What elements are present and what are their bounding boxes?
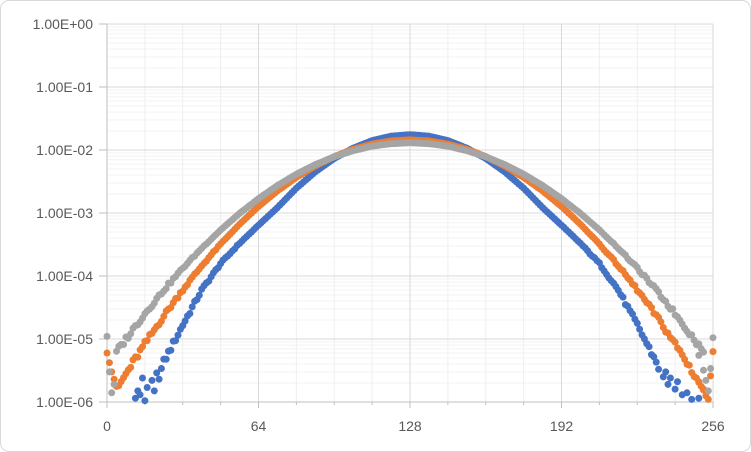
series-3-gray-point — [127, 330, 135, 338]
series-1-blue-point — [662, 368, 670, 376]
series-2-orange-point — [110, 375, 118, 383]
series-1-blue-point — [645, 343, 653, 351]
series-2-orange-point — [105, 359, 113, 367]
series-1-blue-point — [157, 365, 165, 372]
series-2-orange-point — [174, 294, 182, 302]
series-3-gray-point — [709, 334, 717, 342]
series-1-blue-point — [688, 395, 696, 403]
series-1-blue-point — [655, 365, 663, 373]
series-1-blue-point — [148, 376, 156, 384]
series-1-blue-point — [671, 385, 679, 393]
x-tick-label: 64 — [251, 418, 267, 434]
series-1-blue-point — [143, 384, 151, 391]
y-tick-label: 1.00E-01 — [36, 79, 93, 95]
y-axis-ticks — [99, 23, 107, 403]
series-2-orange-point — [657, 318, 665, 326]
y-tick-label: 1.00E+00 — [33, 16, 94, 32]
series-1-blue-point — [633, 319, 641, 327]
series-1-blue-point — [683, 389, 691, 397]
series-3-gray-point — [695, 351, 703, 359]
series-3-gray-point — [702, 376, 710, 384]
x-axis-labels: 0 64 128 192 256 — [103, 418, 725, 434]
series-3-gray-point — [105, 368, 113, 376]
series-2-orange-point — [143, 337, 151, 345]
y-tick-label: 1.00E-02 — [36, 142, 93, 158]
series-1-blue-point — [619, 293, 627, 301]
x-tick-label: 192 — [550, 418, 574, 434]
series-1-blue-point — [150, 387, 158, 395]
series-series-1-blue — [131, 131, 703, 405]
series-1-blue-point — [162, 355, 170, 363]
series-3-gray-point — [655, 288, 663, 296]
series-2-orange-point — [685, 361, 693, 369]
series-series-3-gray — [103, 139, 717, 397]
series-1-blue-point — [167, 346, 175, 354]
series-1-blue-point — [139, 374, 146, 382]
series-1-blue-point — [141, 397, 149, 405]
x-axis-ticks — [106, 402, 714, 408]
series-1-blue-point — [195, 291, 203, 299]
series-3-gray-point — [103, 332, 111, 340]
series-1-blue-point — [695, 394, 703, 402]
series-2-orange-point — [648, 304, 655, 312]
y-tick-label: 1.00E-05 — [36, 331, 93, 347]
series-3-gray-point — [669, 305, 677, 313]
series-1-blue-point — [650, 353, 658, 361]
series-3-gray-point — [162, 285, 170, 293]
series-1-blue-point — [664, 380, 672, 388]
series-2-orange-point — [709, 348, 717, 356]
series-1-blue-point — [188, 303, 196, 311]
series-2-orange-point — [707, 372, 715, 380]
series-2-orange-point — [103, 349, 111, 357]
x-tick-label: 256 — [701, 418, 725, 434]
series-3-gray-point — [700, 366, 707, 374]
series-1-blue-point — [174, 331, 182, 339]
series-2-orange-point — [134, 353, 142, 361]
series-2-orange-point — [139, 343, 146, 351]
series-1-blue-point — [172, 337, 180, 345]
y-tick-label: 1.00E-06 — [36, 394, 93, 410]
series-1-blue-point — [652, 358, 660, 366]
series-2-orange-point — [704, 395, 712, 403]
x-tick-label: 0 — [103, 418, 111, 434]
series-1-blue-point — [155, 375, 163, 383]
series-3-gray-point — [110, 380, 118, 388]
series-1-blue-point — [674, 378, 681, 386]
series-3-gray-point — [707, 365, 715, 372]
series-1-blue-point — [629, 310, 636, 318]
series-1-blue-point — [186, 310, 194, 317]
series-3-gray-point — [688, 331, 696, 339]
series-1-blue-point — [136, 391, 144, 399]
series-2-orange-point — [695, 378, 703, 386]
series-1-blue-point — [666, 374, 674, 382]
series-3-gray-point — [704, 387, 712, 395]
series-2-orange-point — [160, 312, 168, 320]
series-2-orange-point — [127, 363, 135, 371]
series-3-gray-point — [108, 389, 116, 397]
series-2-orange-point — [671, 338, 679, 346]
y-axis-labels: 1.00E+00 1.00E-01 1.00E-02 1.00E-03 1.00E-04… — [33, 16, 94, 410]
series-2-orange-point — [631, 282, 639, 290]
series-1-blue-point — [153, 369, 161, 377]
x-tick-label: 128 — [398, 418, 422, 434]
y-tick-label: 1.00E-04 — [36, 268, 93, 284]
series-3-gray-point — [120, 341, 128, 348]
y-tick-label: 1.00E-03 — [36, 205, 93, 221]
series-1-blue-point — [636, 325, 644, 333]
